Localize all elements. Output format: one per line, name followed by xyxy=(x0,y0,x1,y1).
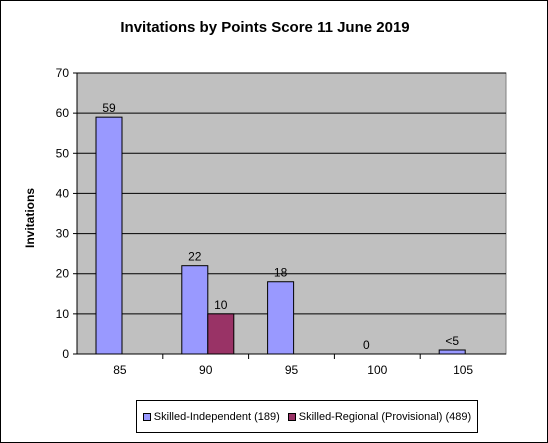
bar-series-1-95 xyxy=(267,281,295,355)
legend-swatch-series-1 xyxy=(142,412,151,421)
y-tick-label-30: 30 xyxy=(56,227,70,241)
x-tick-label-90: 90 xyxy=(199,363,213,377)
y-tick-label-70: 70 xyxy=(56,66,70,80)
bar-series-1-85 xyxy=(95,116,123,355)
legend-label-series-2: Skilled-Regional (Provisional) (489) xyxy=(298,410,472,423)
data-label-series-1-100: 0 xyxy=(363,338,370,352)
bar-series-1-90 xyxy=(181,265,209,355)
y-tick-label-60: 60 xyxy=(56,106,70,120)
y-tick-label-0: 0 xyxy=(62,347,69,361)
chart-title: Invitations by Points Score 11 June 2019 xyxy=(120,19,409,36)
data-label-series-1-85: 59 xyxy=(102,101,116,115)
y-tick-label-50: 50 xyxy=(56,146,70,160)
plot-area: 0 10 20 30 40 50 60 70 85 59 90 22 10 95 18 100 0 105 <5 xyxy=(56,66,507,377)
bar-series-2-90 xyxy=(207,313,235,355)
data-label-series-2-90: 10 xyxy=(214,298,228,312)
y-tick-label-40: 40 xyxy=(56,186,70,200)
legend-label-series-1: Skilled-Independent (189) xyxy=(153,410,280,423)
y-tick-label-20: 20 xyxy=(56,267,70,281)
data-label-series-1-90: 22 xyxy=(188,250,202,264)
legend: Skilled-Independent (189) Skilled-Region… xyxy=(136,400,478,433)
data-label-series-1-105: <5 xyxy=(445,334,459,348)
legend-item-series-1: Skilled-Independent (189) xyxy=(142,410,280,423)
legend-swatch-series-2 xyxy=(287,412,296,421)
data-label-series-1-95: 18 xyxy=(274,266,288,280)
bar-series-1-105 xyxy=(438,349,466,355)
y-tick-label-10: 10 xyxy=(56,307,70,321)
legend-item-series-2: Skilled-Regional (Provisional) (489) xyxy=(287,410,472,423)
y-axis-label: Invitations xyxy=(23,188,37,248)
x-tick-label-95: 95 xyxy=(285,363,299,377)
x-tick-label-85: 85 xyxy=(113,363,127,377)
x-tick-label-105: 105 xyxy=(453,363,473,377)
x-tick-label-100: 100 xyxy=(367,363,387,377)
